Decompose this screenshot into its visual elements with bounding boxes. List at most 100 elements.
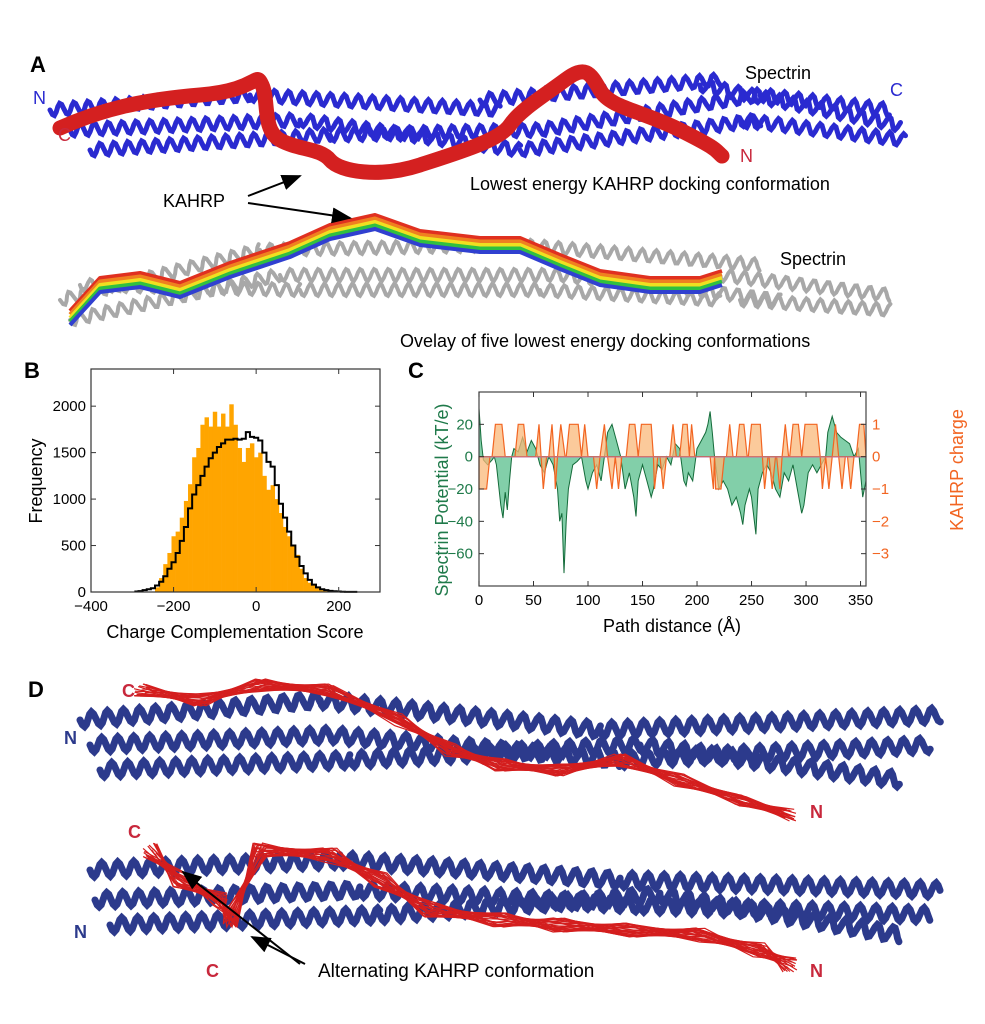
histogram-bar <box>192 457 197 592</box>
histogram-bar <box>307 582 313 592</box>
x-tick-label: 0 <box>475 592 483 609</box>
helix <box>76 689 324 732</box>
x-tick-label: 300 <box>794 592 819 609</box>
helix <box>697 77 903 134</box>
kahrp-overlay-path <box>68 227 723 327</box>
histogram-bar <box>196 447 201 592</box>
helix <box>636 734 903 792</box>
histogram-bar <box>237 447 242 592</box>
kahrp-overlay-path <box>68 213 723 313</box>
y-tick-label: 0 <box>78 584 86 601</box>
histogram-bar <box>216 426 222 592</box>
helix <box>298 281 542 299</box>
panel-a: A N C N C Spectrin KAHRP Lowest energy K… <box>30 52 908 351</box>
kahrp-trace <box>136 678 795 810</box>
helix <box>96 748 354 782</box>
histogram-bar <box>200 424 205 592</box>
histogram-bar <box>282 526 288 592</box>
plot-frame-b <box>90 368 381 593</box>
x-tick-label: 100 <box>575 592 600 609</box>
panel-label-d: D <box>28 677 44 702</box>
histogram-bar <box>320 590 325 592</box>
y-tick-label-right: 0 <box>872 449 880 466</box>
spectrin-n-label-d-top: N <box>64 728 77 748</box>
kahrp-overlay-path <box>68 216 723 316</box>
helix <box>718 267 892 303</box>
histogram-bar <box>266 489 271 592</box>
helix <box>247 86 503 118</box>
kahrp-trace <box>147 845 784 973</box>
kahrp-c-label: C <box>58 125 71 145</box>
histogram-bar <box>262 475 267 592</box>
helix <box>336 848 624 891</box>
x-tick-label: 50 <box>525 592 542 609</box>
plot-frame-c <box>478 391 867 587</box>
panel-d: D C N N C N C N Alternating KAHRP confor… <box>28 677 944 982</box>
y-axis-label-b: Frequency <box>26 438 46 523</box>
y-tick-label: 1500 <box>53 445 86 462</box>
x-tick-label: 200 <box>326 598 351 615</box>
spectrin-ribbon-d-top <box>76 689 944 792</box>
histogram-bar <box>299 568 304 592</box>
axis-ticks-c: 0 50 100 150 200 250 300 350200−20−40−6010−1−2−… <box>448 392 889 609</box>
arrow-to-kahrp-top <box>247 174 302 197</box>
x-tick-label: 200 <box>685 592 710 609</box>
y-tick-label-left: −20 <box>448 481 473 498</box>
y-tick-label: 1000 <box>53 491 86 508</box>
histogram-bar <box>154 587 160 592</box>
kahrp-c2-label-d-bottom: C <box>206 961 219 981</box>
kahrp-trace <box>145 687 795 820</box>
spectrin-label-top: Spectrin <box>745 63 811 83</box>
panel-label-c: C <box>408 358 424 383</box>
kahrp-c1-label-d-bottom: C <box>128 822 141 842</box>
potential-charge-chart: C 0 50 100 150 200 250 300 350200−20−40−6010−1−… <box>408 358 967 636</box>
histogram-bar <box>183 500 189 592</box>
histogram-bar <box>167 552 172 592</box>
arrow-to-conformation-2 <box>250 936 306 965</box>
kahrp-c-label-d-top: C <box>122 681 135 701</box>
histogram-bar <box>204 417 209 592</box>
histogram-bar <box>311 585 317 592</box>
arrow-to-kahrp-overlay <box>247 202 352 224</box>
histogram-bar <box>274 499 280 592</box>
x-axis-label-c: Path distance (Å) <box>603 616 741 636</box>
histogram-bar <box>254 457 259 592</box>
helix <box>278 266 562 284</box>
helix <box>517 112 764 159</box>
kahrp-overlay-path <box>68 223 723 323</box>
histogram-bar <box>208 426 214 592</box>
histogram-bar <box>245 447 251 592</box>
histogram-bar <box>241 461 247 592</box>
helix <box>738 291 893 318</box>
x-tick-label: 350 <box>848 592 873 609</box>
y-axis-label-left-c: Spectrin Potential (kT/e) <box>432 403 452 596</box>
helix <box>91 879 364 912</box>
histogram-bar <box>221 413 226 592</box>
helix <box>86 723 334 757</box>
caption-overlay: Ovelay of five lowest energy docking con… <box>400 331 810 351</box>
kahrp-trace <box>155 843 791 972</box>
y-tick-label-left: −40 <box>448 513 473 530</box>
helix <box>616 733 934 772</box>
histogram-bar <box>278 513 284 592</box>
kahrp-label: KAHRP <box>163 191 225 211</box>
histogram-bar <box>225 426 230 592</box>
helix <box>757 86 892 119</box>
y-tick-label-left: 20 <box>456 416 473 433</box>
histogram-bar <box>171 536 176 592</box>
caption-lowest-energy: Lowest energy KAHRP docking conformation <box>470 174 830 194</box>
kahrp-n-label-d-top: N <box>810 802 823 822</box>
kahrp-overlay-paths <box>68 213 723 327</box>
y-tick-label: 2000 <box>53 398 86 415</box>
histogram-bar <box>179 517 185 592</box>
y-tick-label-right: −2 <box>872 513 889 530</box>
helix <box>106 903 384 937</box>
spectrin-c-label: C <box>890 80 903 100</box>
kahrp-tube <box>52 64 730 180</box>
histogram-bar <box>295 554 300 592</box>
histogram-bar <box>175 531 181 592</box>
y-tick-label: 500 <box>61 538 86 555</box>
